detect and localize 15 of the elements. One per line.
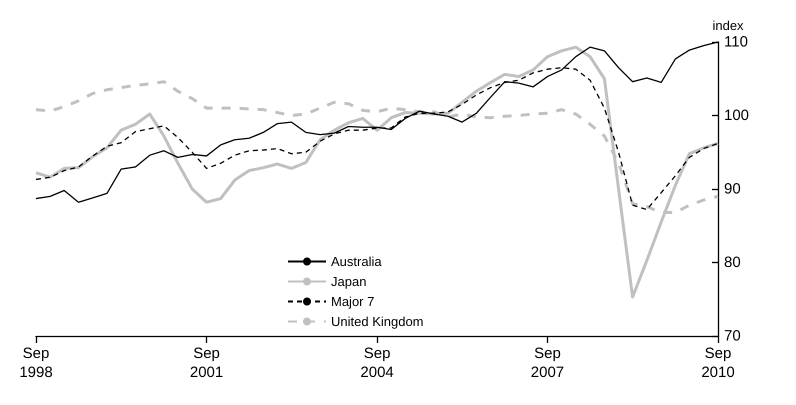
legend-label: Australia	[331, 254, 382, 269]
y-axis-title: index	[712, 18, 744, 33]
y-tick-label: 110	[724, 34, 748, 50]
y-tick-label: 90	[724, 180, 741, 198]
x-tick-label: Sep 2007	[530, 345, 564, 381]
y-tick-label: 80	[724, 254, 741, 271]
legend-label: United Kingdom	[331, 314, 424, 329]
legend-label: Major 7	[331, 294, 374, 309]
legend-label: Japan	[331, 274, 366, 289]
x-tick-label: Sep 2010	[701, 345, 735, 381]
x-tick-label: Sep 1998	[19, 345, 53, 381]
x-tick-label: Sep 2001	[190, 345, 224, 381]
y-tick-label: 70	[724, 328, 741, 344]
y-tick-label: 100	[724, 107, 750, 124]
x-tick-label: Sep 2004	[360, 345, 394, 381]
